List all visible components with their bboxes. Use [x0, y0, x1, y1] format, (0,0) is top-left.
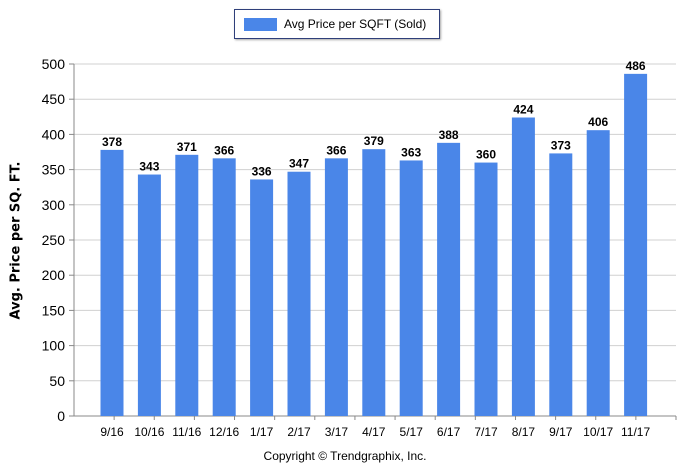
data-label: 406	[588, 115, 608, 129]
y-tick-label: 400	[42, 126, 66, 142]
data-label: 360	[476, 148, 496, 162]
bar	[212, 158, 236, 416]
bar	[287, 171, 311, 416]
x-tick-label: 5/17	[400, 425, 424, 439]
x-tick-label: 2/17	[287, 425, 311, 439]
data-label: 373	[551, 138, 571, 152]
x-tick-label: 11/16	[172, 425, 201, 439]
bar	[586, 130, 610, 416]
x-tick-label: 8/17	[512, 425, 536, 439]
x-tick-label: 9/17	[549, 425, 573, 439]
y-tick-label: 0	[57, 408, 65, 424]
data-label: 486	[626, 59, 646, 73]
x-tick-label: 7/17	[474, 425, 498, 439]
bar	[399, 160, 423, 416]
legend-label: Avg Price per SQFT (Sold)	[284, 17, 427, 31]
x-tick-label: 11/17	[621, 425, 650, 439]
y-tick-label: 250	[42, 232, 66, 248]
bar	[175, 154, 199, 417]
data-label: 343	[139, 160, 159, 174]
y-tick-label: 450	[42, 91, 66, 107]
legend: Avg Price per SQFT (Sold)	[234, 9, 440, 39]
y-tick-label: 350	[42, 162, 66, 178]
y-tick-label: 150	[42, 302, 66, 318]
x-tick-label: 10/17	[583, 425, 613, 439]
bar	[324, 158, 348, 416]
y-tick-label: 100	[42, 338, 66, 354]
bar	[549, 153, 573, 416]
data-label: 336	[252, 164, 272, 178]
data-label: 424	[513, 103, 533, 117]
bar	[100, 149, 124, 416]
data-label: 366	[214, 143, 234, 157]
data-label: 363	[401, 145, 421, 159]
x-tick-label: 1/17	[250, 425, 274, 439]
data-label: 366	[326, 143, 346, 157]
copyright-footer: Copyright © Trendgraphix, Inc.	[263, 449, 427, 463]
data-label: 388	[439, 128, 459, 142]
x-tick-label: 12/16	[209, 425, 239, 439]
bar	[474, 162, 498, 416]
x-tick-label: 4/17	[362, 425, 386, 439]
x-tick-label: 6/17	[437, 425, 461, 439]
y-tick-label: 200	[42, 267, 66, 283]
y-tick-label: 300	[42, 197, 66, 213]
bar	[362, 149, 386, 416]
bar	[137, 174, 161, 416]
data-label: 347	[289, 157, 309, 171]
data-label: 379	[364, 134, 384, 148]
x-tick-label: 10/16	[134, 425, 164, 439]
y-tick-label: 50	[49, 373, 65, 389]
legend-swatch	[244, 17, 277, 31]
bar	[437, 142, 461, 416]
x-tick-label: 3/17	[325, 425, 349, 439]
data-label: 371	[177, 140, 197, 154]
bar	[250, 179, 274, 416]
y-tick-label: 500	[42, 56, 66, 72]
x-tick-label: 9/16	[100, 425, 124, 439]
bar	[511, 117, 535, 416]
bar	[624, 73, 648, 416]
data-label: 378	[102, 135, 122, 149]
